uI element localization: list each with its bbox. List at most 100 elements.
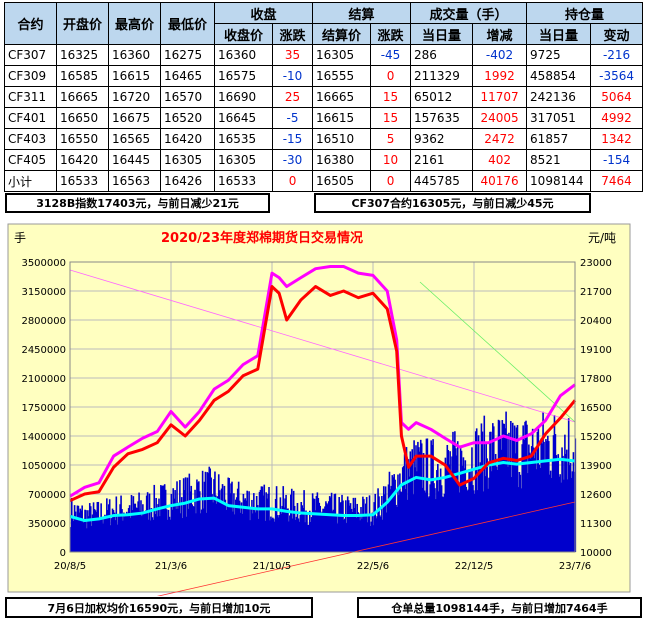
volume-bar bbox=[391, 475, 394, 552]
volume-bar bbox=[548, 474, 551, 552]
x-tick-label: 22/5/6 bbox=[357, 561, 389, 572]
volume-bar bbox=[116, 524, 119, 552]
volume-bar bbox=[383, 494, 386, 552]
volume-bar bbox=[418, 451, 421, 552]
volume-bar bbox=[510, 477, 513, 552]
volume-bar bbox=[113, 512, 116, 552]
table-cell: 16305 bbox=[214, 149, 273, 171]
volume-bar bbox=[492, 426, 495, 552]
futures-chart: 0 350000 700000 1050000 1400000 1750000 210000… bbox=[7, 223, 631, 596]
volume-bar bbox=[125, 513, 127, 552]
series-line-open_interest bbox=[69, 457, 576, 523]
volume-bar bbox=[155, 497, 157, 552]
table-cell: 4992 bbox=[590, 107, 644, 129]
y-left-tick-label: 1050000 bbox=[21, 461, 66, 472]
volume-bar bbox=[264, 520, 267, 552]
volume-bar bbox=[228, 478, 230, 552]
volume-bar bbox=[345, 523, 348, 552]
table-cell: 9725 bbox=[526, 44, 592, 66]
volume-bar bbox=[478, 468, 481, 552]
volume-bar bbox=[543, 441, 545, 552]
volume-bar bbox=[356, 503, 359, 552]
y-right-tick-label: 20400 bbox=[580, 316, 612, 327]
volume-bar bbox=[437, 491, 440, 552]
volume-bar bbox=[421, 487, 424, 552]
table-cell: 16360 bbox=[214, 44, 273, 66]
volume-bar bbox=[162, 485, 165, 552]
volume-bar bbox=[167, 509, 170, 552]
table-cell: 16575 bbox=[214, 65, 273, 87]
volume-bar bbox=[423, 490, 426, 552]
table-cell: 16465 bbox=[160, 65, 215, 87]
table-cell: 16615 bbox=[312, 107, 372, 129]
volume-bar bbox=[472, 485, 474, 552]
volume-bar bbox=[257, 518, 260, 552]
volume-bar bbox=[352, 497, 355, 552]
volume-bar bbox=[497, 419, 500, 552]
volume-bar bbox=[134, 503, 137, 552]
volume-bar bbox=[573, 471, 576, 552]
volume-bar bbox=[410, 459, 413, 552]
volume-bar bbox=[312, 498, 315, 552]
volume-bar bbox=[430, 440, 432, 552]
volume-bar bbox=[210, 477, 212, 552]
volume-bar bbox=[529, 452, 531, 552]
volume-bar bbox=[73, 505, 76, 552]
volume-bar bbox=[521, 444, 524, 552]
volume-bar bbox=[482, 491, 485, 552]
volume-bar bbox=[319, 505, 322, 552]
volume-bar bbox=[127, 508, 130, 552]
volume-bar bbox=[560, 482, 562, 552]
volume-bar bbox=[189, 491, 192, 552]
volume-bar bbox=[138, 492, 140, 552]
y-right-tick-label: 16500 bbox=[580, 403, 612, 414]
volume-bar bbox=[285, 494, 287, 552]
volume-bar bbox=[508, 432, 510, 552]
volume-bar bbox=[568, 465, 571, 552]
volume-bar bbox=[272, 517, 274, 552]
volume-bar bbox=[357, 512, 359, 552]
table-cell: 157635 bbox=[410, 107, 474, 129]
table-cell: 458854 bbox=[526, 65, 592, 87]
table-row: CF307 16325 16360 16275 16360 35 16305 -45 286 -4… bbox=[4, 44, 644, 66]
volume-bar bbox=[184, 477, 187, 552]
volume-bar bbox=[119, 504, 121, 552]
volume-bar bbox=[129, 517, 132, 552]
volume-bar bbox=[396, 507, 398, 552]
volume-bar bbox=[146, 492, 149, 552]
volume-bar bbox=[378, 496, 380, 552]
header-col-7: 涨跌 bbox=[370, 23, 412, 45]
volume-bar bbox=[553, 415, 556, 552]
volume-bar bbox=[267, 493, 269, 552]
volume-bar bbox=[142, 504, 144, 552]
group-header-0: 收盘 bbox=[213, 2, 314, 24]
volume-bar bbox=[239, 512, 242, 552]
volume-bar bbox=[206, 472, 209, 552]
volume-bar bbox=[562, 455, 564, 552]
volume-bar bbox=[176, 481, 178, 552]
volume-bar bbox=[565, 453, 567, 552]
volume-bar bbox=[299, 515, 302, 552]
volume-bar bbox=[302, 507, 304, 552]
volume-bar bbox=[296, 503, 299, 552]
volume-bar bbox=[161, 485, 164, 552]
volume-bar bbox=[277, 517, 280, 552]
volume-bar bbox=[88, 516, 90, 552]
table-cell: 16675 bbox=[108, 107, 161, 129]
volume-bar bbox=[223, 485, 226, 552]
volume-bar bbox=[149, 520, 152, 552]
volume-bar bbox=[547, 435, 549, 552]
volume-bar bbox=[537, 426, 540, 552]
volume-bar bbox=[477, 435, 480, 552]
table-cell: 16445 bbox=[108, 149, 161, 171]
volume-bar bbox=[205, 512, 208, 552]
table-cell: 16520 bbox=[160, 107, 215, 129]
table-cell: 16505 bbox=[312, 170, 372, 192]
header-col-11: 变动 bbox=[590, 23, 644, 45]
header-open: 开盘价 bbox=[56, 2, 109, 45]
volume-bar bbox=[148, 493, 151, 552]
volume-bar bbox=[83, 518, 85, 552]
table-cell: 16563 bbox=[108, 170, 161, 192]
volume-bar bbox=[231, 481, 233, 552]
header-col-5: 涨跌 bbox=[271, 23, 314, 45]
